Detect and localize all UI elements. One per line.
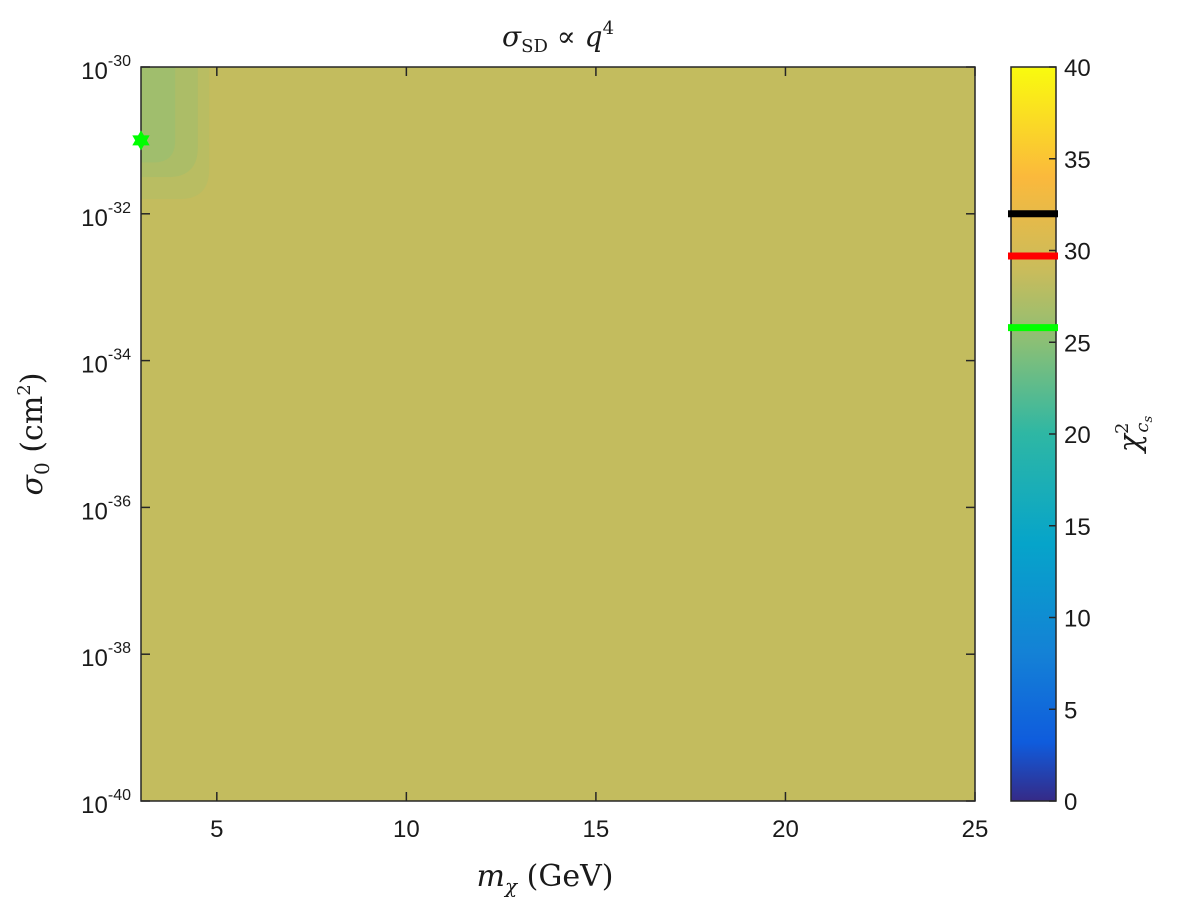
colorbar-tick-label-8: 40 (1064, 55, 1091, 82)
y-tick-base-4: 10 (81, 205, 108, 232)
colorbar-tick-label-0: 0 (1064, 789, 1077, 816)
x-axis: 5 10 15 20 25 (210, 67, 988, 843)
title-q: q (585, 20, 603, 53)
title-subscript: SD (521, 36, 548, 57)
cblabel-chi: χ (1113, 432, 1148, 454)
colorbar-axis: 0 5 10 15 20 25 30 35 40 (1049, 55, 1091, 816)
y-tick-exponent-2: -36 (108, 493, 131, 510)
x-tick-label-0: 5 (210, 816, 223, 843)
x-tick-label-4: 25 (962, 816, 989, 843)
y-tick-base-5: 10 (81, 58, 108, 85)
y-tick-label-5: 10-30 (81, 53, 131, 85)
y-tick-label-3: 10-34 (81, 347, 131, 379)
colorbar-tick-label-2: 10 (1064, 606, 1091, 633)
colorbar-tick-label-3: 15 (1064, 514, 1091, 541)
y-tick-exponent-5: -30 (108, 53, 131, 70)
best-fit-marker-down (132, 135, 150, 151)
ylabel-exponent: 2 (14, 384, 35, 395)
xlabel-chi: χ (503, 874, 519, 898)
colorbar-gradient (1010, 66, 1057, 802)
y-tick-label-4: 10-32 (81, 200, 131, 232)
title-propto: ∝ (548, 20, 585, 53)
y-tick-exponent-3: -34 (108, 347, 131, 364)
y-tick-label-2: 10-36 (81, 493, 131, 525)
y-axis-label: σ0 (cm2) (14, 373, 54, 496)
y-tick-base-0: 10 (81, 792, 108, 819)
x-tick-label-2: 15 (583, 816, 610, 843)
title-superscript: 4 (603, 18, 614, 39)
xlabel-unit: (GeV) (517, 859, 613, 894)
y-tick-base-3: 10 (81, 352, 108, 379)
colorbar-tick-label-4: 20 (1064, 422, 1091, 449)
ylabel-sigma: σ (15, 473, 50, 495)
y-tick-exponent-4: -32 (108, 200, 131, 217)
xlabel-m: m (477, 859, 505, 894)
colorbar-markers (1008, 210, 1058, 332)
cblabel-exponent: 2 (1112, 423, 1133, 434)
colorbar-tick-label-6: 30 (1064, 239, 1091, 266)
title-sigma: σ (502, 20, 522, 53)
contour-region-2 (141, 67, 176, 163)
y-tick-base-2: 10 (81, 498, 108, 525)
chart-title: σSD ∝ q4 (502, 18, 614, 57)
plot-area-clip (141, 67, 975, 801)
colorbar-label: χ2cs (1112, 415, 1156, 454)
x-tick-label-3: 20 (772, 816, 799, 843)
ylabel-close: ) (15, 373, 50, 385)
x-tick-label-1: 10 (393, 816, 420, 843)
heatmap-background (141, 67, 975, 801)
ylabel-zero: 0 (30, 462, 54, 475)
colorbar-tick-label-7: 35 (1064, 147, 1091, 174)
colorbar-tick-label-1: 5 (1064, 697, 1077, 724)
ylabel-unit: (cm (15, 396, 50, 463)
contour-layer (141, 67, 210, 200)
y-tick-exponent-0: -40 (108, 787, 131, 804)
y-tick-label-1: 10-38 (81, 640, 131, 672)
cblabel-c: c (1132, 422, 1153, 432)
plot-frame (140, 66, 976, 802)
colorbar-tick-label-5: 25 (1064, 330, 1091, 357)
y-tick-exponent-1: -38 (108, 640, 131, 657)
x-axis-label: mχ (GeV) (477, 859, 614, 898)
y-tick-label-0: 10-40 (81, 787, 131, 819)
best-fit-layer (132, 130, 150, 151)
y-tick-base-1: 10 (81, 645, 108, 672)
cblabel-s: s (1141, 415, 1156, 422)
